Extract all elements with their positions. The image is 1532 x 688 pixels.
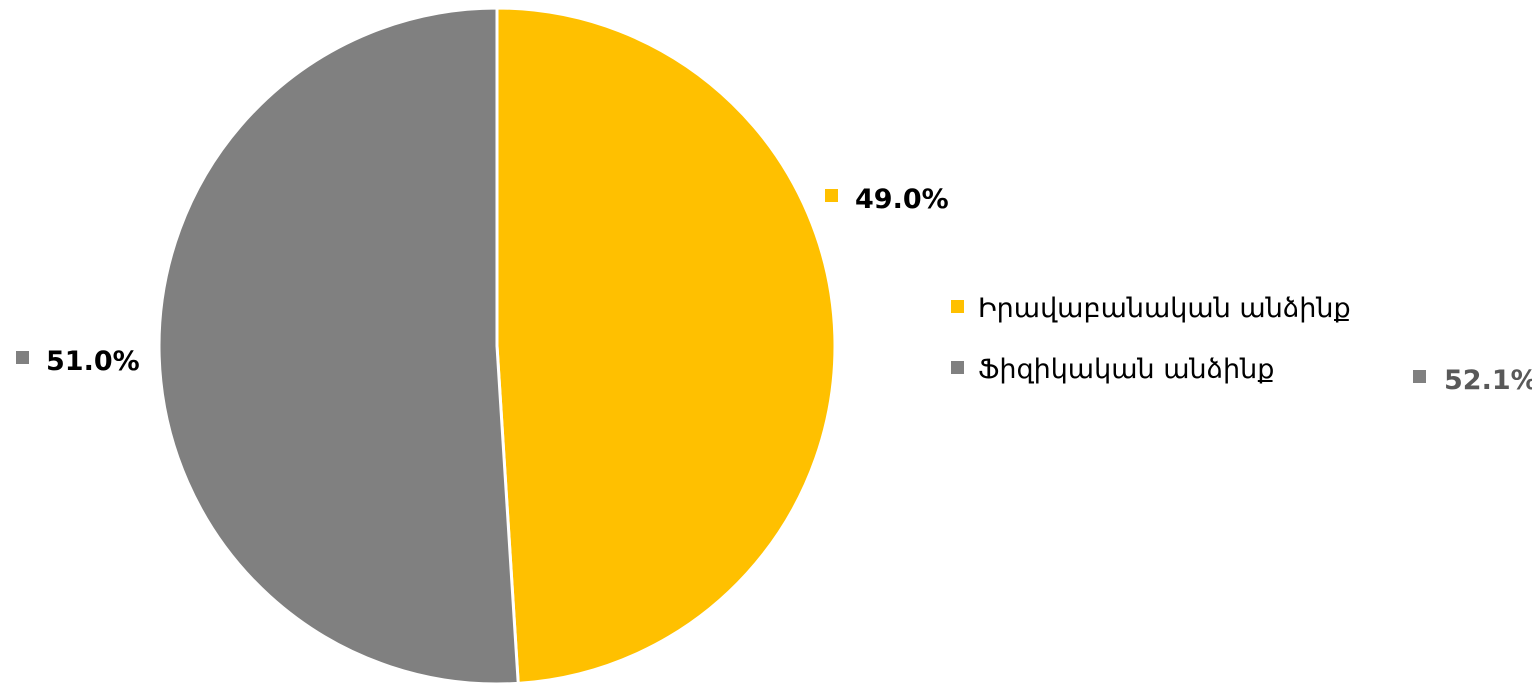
legend: Իրավաբանական անձինք Ֆիզիկական անձինք	[951, 293, 1351, 385]
extra-data-label: 52.1%	[1413, 365, 1532, 396]
extra-data-label-marker	[1413, 370, 1426, 383]
legend-label-1: Ֆիզիկական անձինք	[978, 354, 1274, 385]
legend-item-1: Ֆիզիկական անձինք	[951, 354, 1274, 385]
data-label-text-slice-1: 51.0%	[46, 346, 140, 377]
pie-slice-1	[157, 6, 520, 686]
legend-label-0: Իրավաբանական անձինք	[978, 293, 1351, 324]
data-label-marker-slice-1	[16, 351, 29, 364]
data-label-text-slice-0: 49.0%	[855, 184, 949, 215]
extra-data-label-text: 52.1%	[1444, 365, 1532, 396]
data-label-slice-0: 49.0%	[825, 184, 949, 215]
data-label-slice-1: 51.0%	[16, 346, 140, 377]
pie-slices	[157, 6, 837, 686]
pie-slice-0	[495, 6, 837, 685]
legend-swatch-0	[951, 300, 964, 313]
legend-item-0: Իրավաբանական անձինք	[951, 293, 1351, 324]
legend-swatch-1	[951, 361, 964, 374]
data-label-marker-slice-0	[825, 189, 838, 202]
